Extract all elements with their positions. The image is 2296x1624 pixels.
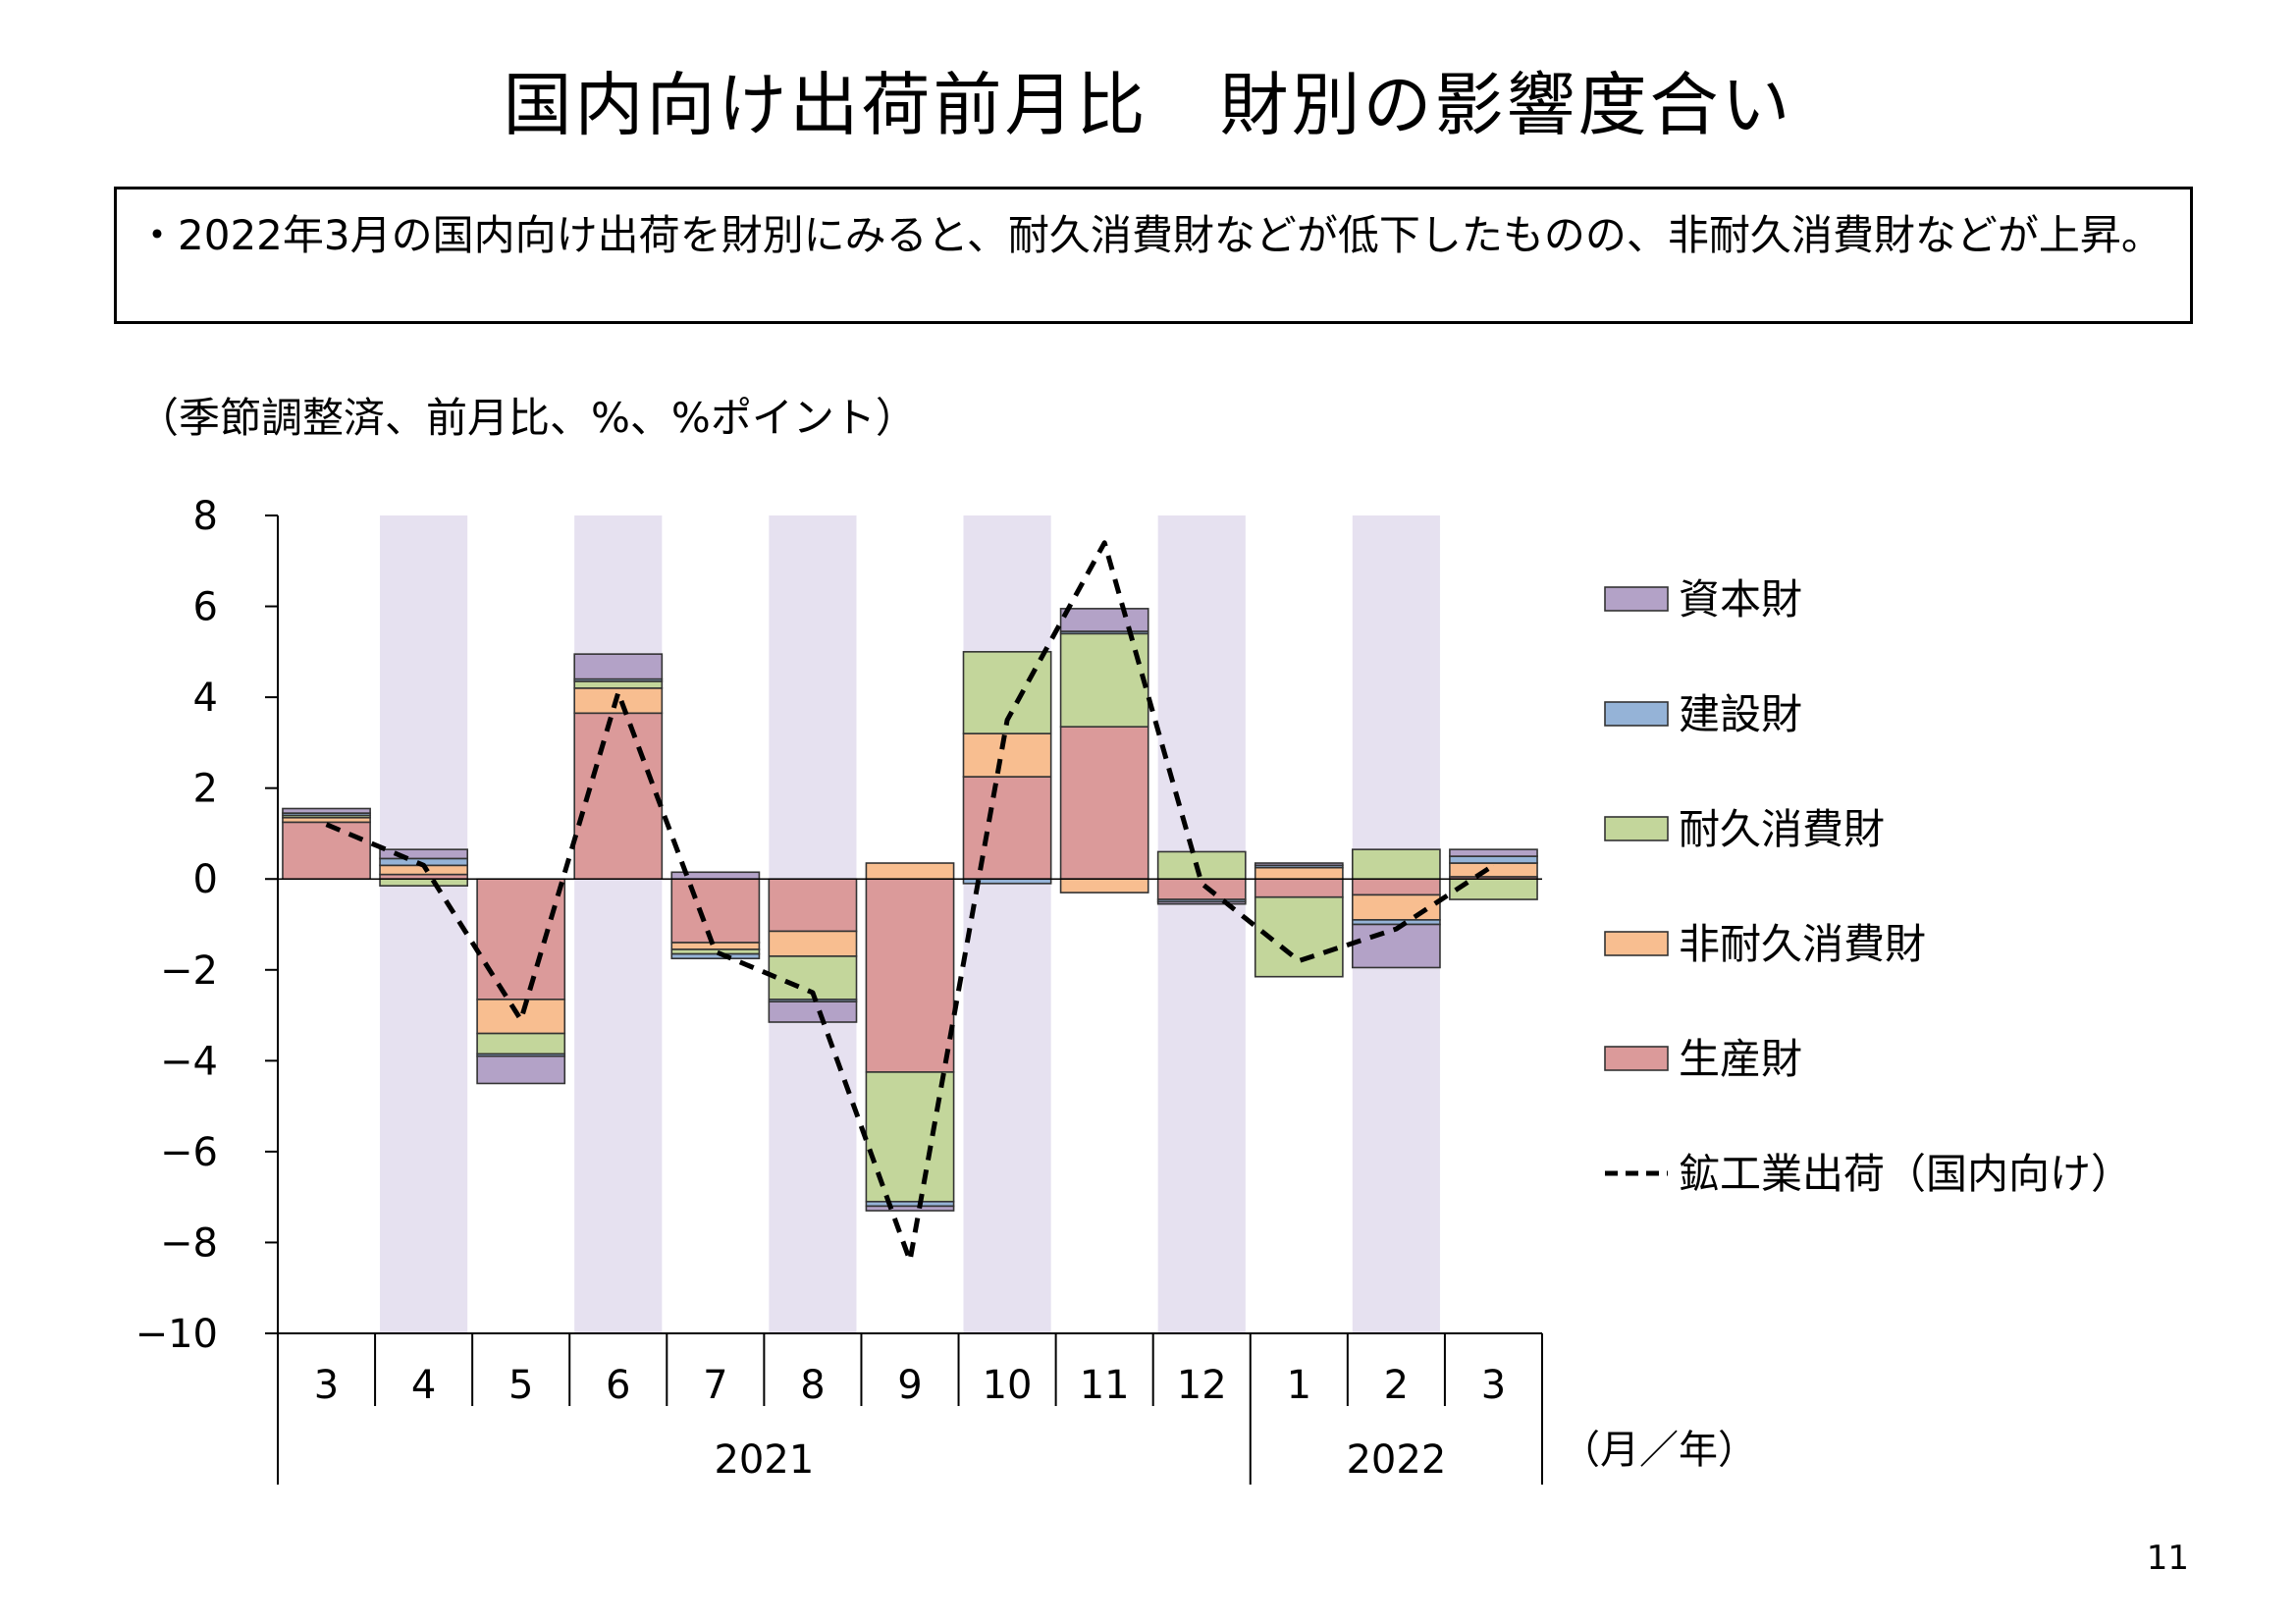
legend-label-5: 鉱工業出荷（国内向け）: [1679, 1150, 2132, 1198]
bar-segment-s4-c9: [1156, 900, 1247, 905]
bar-segment-s4-c5: [768, 1001, 858, 1023]
bar-segment-s4-c11: [1352, 923, 1441, 969]
bar-segment-s4-c0: [282, 807, 371, 814]
summary-text: ・2022年3月の国内向け出荷を財別にみると、耐久消費財などが低下したものの、非…: [136, 211, 2163, 259]
bar-segment-s2-c3: [573, 680, 664, 689]
y-tick-label-4: 0: [193, 857, 218, 902]
y-tick-label-9: −10: [135, 1312, 218, 1357]
shade-column-1: [380, 515, 468, 1333]
bar-segment-s1-c12: [1449, 862, 1538, 878]
y-tick-label-8: −8: [160, 1220, 218, 1266]
bar-segment-s0-c7: [962, 776, 1052, 881]
x-tick-label-9: 12: [1177, 1363, 1227, 1408]
year-label-1: 2022: [1346, 1437, 1446, 1483]
x-tick-label-11: 2: [1384, 1363, 1409, 1408]
bar-segment-s4-c2: [476, 1055, 566, 1085]
bar-segment-s0-c8: [1059, 726, 1149, 881]
legend-swatch-3: [1604, 931, 1669, 956]
shade-column-7: [963, 515, 1051, 1333]
legend-swatch-1: [1604, 701, 1669, 727]
x-tick-label-12: 3: [1481, 1363, 1506, 1408]
shade-column-9: [1157, 515, 1246, 1333]
bar-segment-s2-c12: [1449, 878, 1538, 900]
bar-segment-s2-c8: [1059, 632, 1149, 728]
x-tick-label-10: 1: [1287, 1363, 1311, 1408]
x-tick-label-0: 3: [314, 1363, 339, 1408]
bar-layer: [282, 608, 1538, 1212]
bar-segment-s1-c2: [476, 999, 566, 1035]
y-tick-label-7: −6: [160, 1130, 218, 1175]
legend-swatch-4: [1604, 1046, 1669, 1071]
bar-segment-s0-c4: [670, 878, 761, 944]
bar-segment-s0-c2: [476, 878, 566, 1001]
bar-segment-s0-c6: [865, 878, 955, 1073]
legend-swatch-0: [1604, 586, 1669, 612]
bar-segment-s4-c10: [1254, 862, 1344, 867]
y-tick-label-2: 4: [193, 676, 218, 721]
y-tick-label-1: 6: [193, 585, 218, 630]
page-number: 11: [2146, 1539, 2189, 1578]
x-tick-label-3: 6: [606, 1363, 630, 1408]
bar-segment-s4-c6: [865, 1205, 955, 1212]
bar-segment-s2-c2: [476, 1032, 566, 1056]
year-label-0: 2021: [714, 1437, 814, 1483]
bar-segment-s3-c4: [670, 952, 761, 960]
x-unit-label: （月／年）: [1561, 1428, 1757, 1473]
y-tick-label-0: 8: [193, 494, 218, 539]
bar-segment-s1-c5: [768, 930, 858, 957]
legend-label-2: 耐久消費財: [1679, 805, 1885, 853]
bar-segment-s2-c1: [379, 878, 468, 887]
bar-segment-s1-c4: [670, 942, 761, 950]
summary-box: ・2022年3月の国内向け出荷を財別にみると、耐久消費財などが低下したものの、非…: [114, 187, 2193, 324]
x-tick-label-4: 7: [703, 1363, 727, 1408]
bar-segment-s4-c12: [1449, 848, 1538, 857]
bar-segment-s3-c12: [1449, 855, 1538, 864]
bar-segment-s0-c11: [1352, 878, 1441, 896]
x-tick-label-5: 8: [800, 1363, 825, 1408]
bar-segment-s2-c7: [962, 651, 1052, 734]
bar-segment-s1-c8: [1059, 878, 1149, 893]
bar-segment-s0-c9: [1156, 878, 1247, 900]
legend-label-1: 建設財: [1679, 690, 1802, 738]
bar-segment-s0-c5: [768, 878, 858, 933]
bar-segment-s4-c8: [1059, 608, 1149, 632]
line-layer: [325, 540, 1495, 1264]
x-tick-label-8: 11: [1080, 1363, 1130, 1408]
bar-segment-s2-c9: [1156, 850, 1247, 881]
bar-segment-s1-c11: [1352, 893, 1441, 921]
y-tick-label-6: −4: [160, 1039, 218, 1084]
bar-segment-s1-c7: [962, 732, 1052, 778]
shade-column-3: [574, 515, 663, 1333]
legend-label-4: 生産財: [1679, 1035, 1802, 1083]
legend-label-3: 非耐久消費財: [1679, 920, 1926, 968]
x-tick-label-2: 5: [508, 1363, 533, 1408]
y-tick-label-3: 2: [193, 767, 218, 812]
page-title: 国内向け出荷前月比 財別の影響度合い: [503, 65, 1793, 145]
bar-segment-s0-c10: [1254, 878, 1344, 898]
bar-segment-s0-c0: [282, 821, 371, 881]
legend-swatch-2: [1604, 816, 1669, 841]
x-tick-label-1: 4: [411, 1363, 436, 1408]
bar-segment-s4-c3: [573, 653, 664, 680]
unit-note: （季節調整済、前月比、%、%ポイント）: [137, 394, 917, 442]
bar-segment-s1-c3: [573, 687, 664, 715]
x-tick-label-7: 10: [983, 1363, 1033, 1408]
bar-segment-s2-c11: [1352, 848, 1441, 881]
y-tick-label-5: −2: [160, 948, 218, 994]
bar-segment-s1-c10: [1254, 866, 1344, 881]
bar-segment-s4-c1: [379, 848, 468, 860]
bar-segment-s1-c6: [865, 862, 955, 881]
legend-label-0: 資本財: [1679, 575, 1802, 623]
x-tick-label-6: 9: [897, 1363, 922, 1408]
